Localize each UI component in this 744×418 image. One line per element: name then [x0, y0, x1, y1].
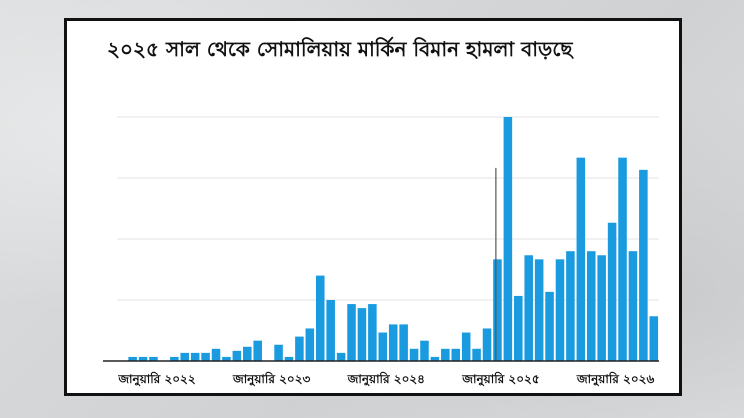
bar-13: [253, 340, 262, 361]
bar-21: [336, 352, 346, 361]
bar-26: [388, 324, 398, 361]
x-tick-label-2: জানুয়ারি ২০২৪: [347, 371, 425, 388]
bar-12: [243, 346, 252, 361]
bar-35: [482, 328, 492, 361]
chart-title: ২০২৫ সাল থেকে সোমালিয়ায় মার্কিন বিমান …: [107, 37, 573, 61]
bar-11: [232, 350, 242, 361]
bar-37: [503, 117, 513, 361]
bar-19: [315, 275, 325, 361]
bar-2: [138, 356, 148, 361]
bar-49: [628, 251, 638, 361]
bar-41: [545, 291, 554, 361]
bar-43: [566, 251, 575, 361]
bar-31: [441, 348, 450, 361]
bar-34: [472, 348, 481, 361]
chart-card: ২০২৫ সাল থেকে সোমালিয়ায় মার্কিন বিমান …: [64, 18, 682, 396]
bar-22: [347, 304, 356, 361]
x-tick-label-4: জানুয়ারি ২০২৬: [576, 371, 655, 388]
x-tick-label-1: জানুয়ারি ২০২৩: [232, 371, 311, 388]
bars: [128, 117, 659, 361]
bar-10: [222, 356, 231, 361]
bar-1: [128, 356, 137, 361]
bar-3: [149, 356, 158, 361]
bar-20: [326, 300, 335, 361]
bar-18: [305, 328, 315, 361]
bar-25: [378, 332, 388, 361]
bar-39: [524, 255, 533, 361]
bar-47: [607, 222, 617, 361]
bar-42: [555, 259, 565, 361]
bar-27: [399, 324, 408, 361]
bar-51: [649, 316, 659, 361]
bar-33: [461, 332, 471, 361]
x-tick-label-3: জানুয়ারি ২০২৫: [461, 371, 540, 388]
bar-40: [534, 259, 544, 361]
bar-15: [274, 344, 283, 361]
bar-29: [420, 340, 429, 361]
bar-8: [201, 352, 210, 361]
x-tick-label-0: জানুয়ারি ২০২২: [117, 371, 196, 388]
bar-32: [451, 348, 461, 361]
bar-5: [170, 356, 179, 361]
bar-7: [190, 352, 200, 361]
bar-36: [493, 259, 502, 361]
bar-24: [368, 304, 377, 361]
bar-30: [430, 356, 440, 361]
bar-9: [211, 348, 221, 361]
x-tick-labels: জানুয়ারি ২০২২ জানুয়ারি ২০২৩ জানুয়ারি ২০…: [117, 371, 654, 388]
bar-50: [639, 169, 648, 361]
bar-45: [586, 251, 596, 361]
bar-16: [284, 356, 294, 361]
bar-44: [576, 157, 586, 361]
bar-23: [357, 308, 367, 361]
bar-6: [180, 352, 190, 361]
bar-46: [597, 255, 606, 361]
bar-28: [409, 348, 419, 361]
bar-17: [295, 336, 304, 361]
bar-chart: জানুয়ারি ২০২২ জানুয়ারি ২০২৩ জানুয়ারি ২০…: [103, 116, 659, 388]
bar-48: [618, 157, 627, 361]
bar-38: [514, 295, 523, 361]
